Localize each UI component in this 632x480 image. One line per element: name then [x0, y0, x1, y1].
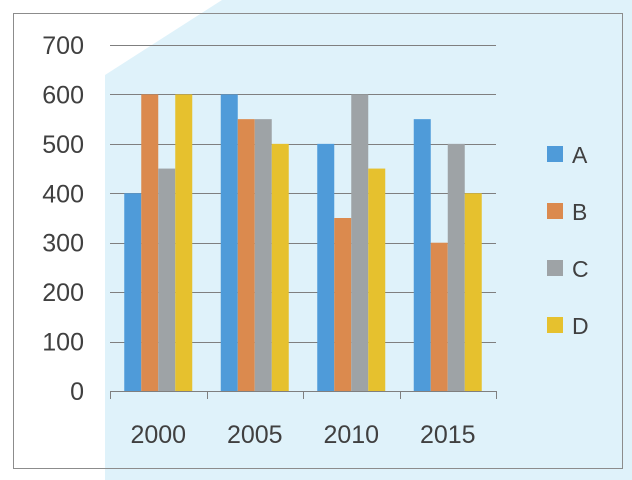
bar-B-2005: [237, 119, 255, 392]
legend-swatch-D: [547, 317, 563, 333]
y-tick-label: 400: [42, 180, 84, 208]
chart-frame: [13, 13, 623, 469]
bar-D-2015: [464, 193, 482, 391]
legend-label-A: A: [572, 142, 588, 168]
bar-C-2000: [158, 168, 176, 391]
y-tick-label: 700: [42, 32, 84, 60]
bar-A-2010: [317, 143, 335, 391]
y-tick-label: 200: [42, 279, 84, 307]
y-tick-label: 500: [42, 131, 84, 159]
legend-swatch-A: [547, 146, 563, 162]
y-tick-label: 600: [42, 81, 84, 109]
legend-swatch-C: [547, 260, 563, 276]
bar-D-2010: [368, 168, 386, 391]
bar-A-2015: [413, 119, 431, 392]
y-tick-label: 300: [42, 230, 84, 258]
bar-A-2005: [220, 94, 238, 391]
bar-A-2000: [124, 193, 142, 391]
bar-D-2000: [175, 94, 193, 391]
bar-C-2010: [351, 94, 369, 391]
x-tick-label: 2010: [323, 421, 379, 449]
x-tick-label: 2000: [130, 421, 186, 449]
bar-C-2015: [447, 143, 465, 391]
y-tick-label: 100: [42, 329, 84, 357]
legend-label-B: B: [572, 199, 587, 225]
x-tick-label: 2005: [227, 421, 283, 449]
y-tick-label: 0: [70, 378, 84, 406]
legend-swatch-B: [547, 203, 563, 219]
bar-C-2005: [254, 119, 272, 392]
x-tick-label: 2015: [420, 421, 476, 449]
bar-B-2010: [334, 218, 352, 391]
bar-B-2000: [141, 94, 159, 391]
bar-D-2005: [271, 143, 289, 391]
legend-label-C: C: [572, 256, 589, 282]
legend-label-D: D: [572, 313, 589, 339]
bar-B-2015: [430, 242, 448, 391]
